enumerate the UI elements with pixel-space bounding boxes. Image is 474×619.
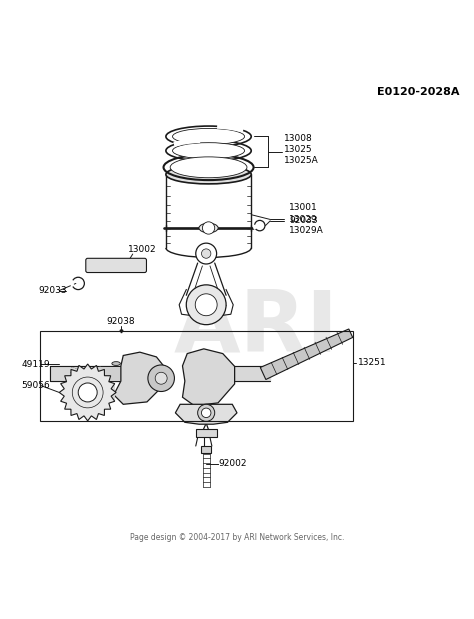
Text: 92038: 92038 <box>107 317 135 326</box>
Text: E0120-2028A: E0120-2028A <box>377 87 460 97</box>
Circle shape <box>78 383 97 402</box>
Circle shape <box>196 243 217 264</box>
Text: 13008
13025
13025A: 13008 13025 13025A <box>284 134 319 165</box>
Text: 13002: 13002 <box>128 245 156 254</box>
Ellipse shape <box>173 142 245 158</box>
Bar <box>201 446 211 452</box>
FancyBboxPatch shape <box>86 258 146 272</box>
Circle shape <box>201 408 211 418</box>
Circle shape <box>202 222 215 234</box>
Polygon shape <box>175 404 237 424</box>
Bar <box>40 331 353 421</box>
Polygon shape <box>59 364 116 421</box>
Text: 92033: 92033 <box>38 286 66 295</box>
Text: 59056: 59056 <box>21 381 50 390</box>
Polygon shape <box>114 352 166 404</box>
Ellipse shape <box>199 223 218 233</box>
Text: 49119: 49119 <box>21 360 50 368</box>
Bar <box>196 429 217 438</box>
Circle shape <box>201 249 211 258</box>
Ellipse shape <box>173 128 245 145</box>
Text: Page design © 2004-2017 by ARI Network Services, Inc.: Page design © 2004-2017 by ARI Network S… <box>130 533 344 542</box>
Circle shape <box>148 365 174 391</box>
Text: 13001
13029
13029A: 13001 13029 13029A <box>289 204 324 235</box>
Ellipse shape <box>166 165 251 184</box>
Text: ARI: ARI <box>173 287 338 370</box>
Polygon shape <box>260 329 353 379</box>
Ellipse shape <box>170 157 247 178</box>
Circle shape <box>155 372 167 384</box>
Ellipse shape <box>112 361 120 365</box>
Text: 13251: 13251 <box>358 358 386 367</box>
Polygon shape <box>182 349 235 405</box>
Text: 92002: 92002 <box>218 459 246 468</box>
Circle shape <box>186 285 226 325</box>
Text: 92033: 92033 <box>289 217 318 225</box>
Circle shape <box>195 294 217 316</box>
Circle shape <box>198 404 215 422</box>
